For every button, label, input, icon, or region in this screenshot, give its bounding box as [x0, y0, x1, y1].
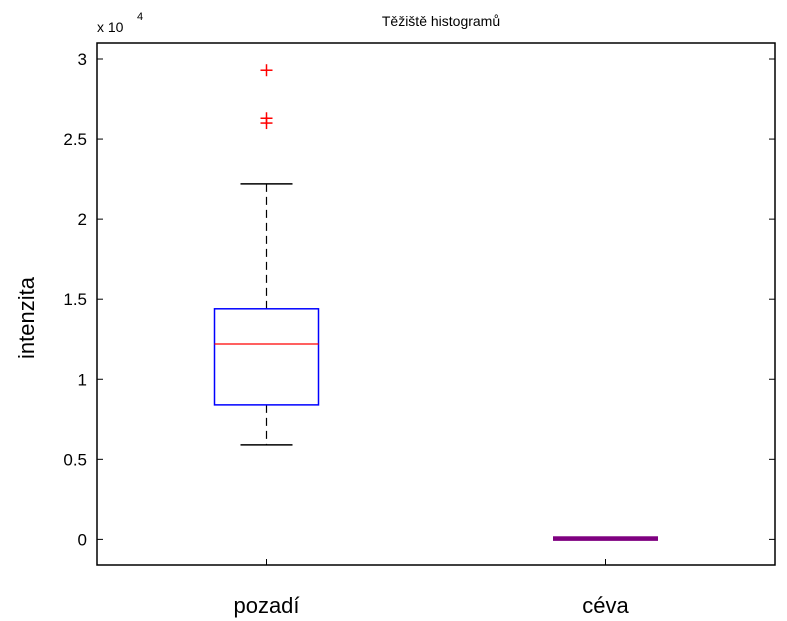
y-axis-ticks: 0 0.5 1 1.5 2 2.5 3: [63, 50, 775, 549]
y-tick-label: 2.5: [63, 130, 87, 149]
y-exponent-power: 4: [137, 11, 143, 23]
y-tick-label: 3: [78, 50, 87, 69]
chart-title: Těžiště histogramů: [382, 13, 500, 29]
y-tick-label: 2: [78, 210, 87, 229]
y-tick-label: 1.5: [63, 290, 87, 309]
outlier-marker: [260, 64, 273, 77]
y-exponent-label: x 10 4: [97, 11, 143, 35]
box-body: [213, 308, 320, 406]
plot-area-frame: [96, 42, 776, 566]
box-series: [213, 64, 658, 541]
x-tick-label: céva: [582, 593, 629, 618]
x-tick-label: pozadí: [233, 593, 299, 618]
y-tick-label: 0: [78, 530, 87, 549]
x-axis-labels: pozadí céva: [233, 559, 629, 618]
box-body: [553, 536, 658, 541]
outlier-marker: [260, 112, 273, 125]
box-1: [213, 64, 320, 446]
y-tick-label: 1: [78, 370, 87, 389]
y-axis-label: intenzita: [14, 276, 39, 359]
box-2: [553, 536, 658, 541]
y-exponent-base: x 10: [97, 19, 124, 35]
y-tick-label: 0.5: [63, 450, 87, 469]
